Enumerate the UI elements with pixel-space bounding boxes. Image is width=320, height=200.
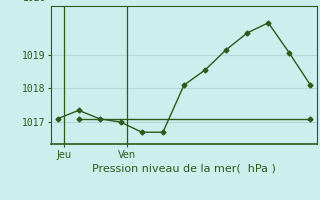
X-axis label: Pression niveau de la mer(  hPa ): Pression niveau de la mer( hPa ) <box>92 164 276 174</box>
Text: 1020: 1020 <box>22 0 46 3</box>
